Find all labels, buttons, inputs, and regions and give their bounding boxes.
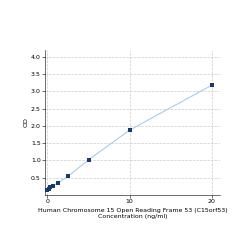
Point: [46, 188, 50, 192]
Point: [48, 186, 52, 190]
Point: [210, 83, 214, 87]
Point: [66, 174, 70, 178]
Point: [50, 184, 54, 188]
Point: [56, 181, 60, 185]
Point: [128, 128, 132, 132]
Point: [86, 158, 90, 162]
X-axis label: Human Chromosome 15 Open Reading Frame 53 (C15orf53)
Concentration (ng/ml): Human Chromosome 15 Open Reading Frame 5…: [38, 208, 227, 219]
Y-axis label: OD: OD: [23, 118, 28, 128]
Point: [47, 187, 51, 191]
